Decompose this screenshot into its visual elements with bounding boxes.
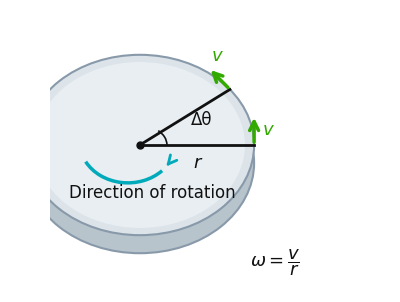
Text: r: r: [193, 154, 201, 172]
Ellipse shape: [26, 55, 254, 235]
Ellipse shape: [35, 62, 245, 228]
Text: v: v: [212, 47, 222, 65]
Ellipse shape: [26, 73, 254, 253]
Text: v: v: [263, 121, 274, 139]
Text: $\omega = \dfrac{v}{r}$: $\omega = \dfrac{v}{r}$: [250, 247, 300, 278]
Text: Δθ: Δθ: [191, 111, 212, 129]
Text: Direction of rotation: Direction of rotation: [68, 184, 235, 202]
